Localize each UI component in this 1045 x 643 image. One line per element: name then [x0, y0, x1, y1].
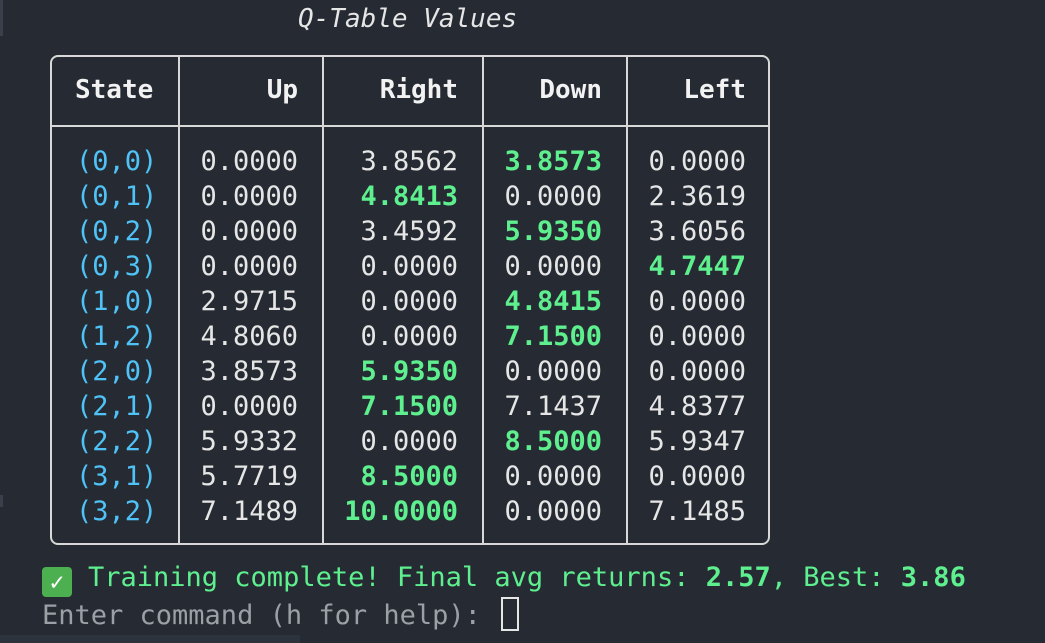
q-value-down: 5.9350 — [504, 216, 602, 247]
state-cell: (0,1) — [76, 181, 158, 212]
q-value-down: 0.0000 — [504, 181, 602, 212]
state-cell: (2,0) — [76, 356, 158, 387]
column-divider — [322, 57, 324, 543]
state-cell: (1,2) — [76, 321, 158, 352]
table-row: (2,2) 5.9332 0.0000 8.5000 5.9347 — [52, 424, 768, 459]
column-divider — [482, 57, 484, 543]
table-row: (1,0) 2.9715 0.0000 4.8415 0.0000 — [52, 284, 768, 319]
prompt-label: Enter command (h for help): — [42, 600, 498, 631]
q-value-up: 3.8573 — [200, 356, 298, 387]
table-row: (0,0) 0.0000 3.8562 3.8573 0.0000 — [52, 144, 768, 179]
q-value-left: 0.0000 — [648, 286, 746, 317]
q-value-down: 7.1500 — [504, 321, 602, 352]
q-value-down: 0.0000 — [504, 356, 602, 387]
table-row: (0,1) 0.0000 4.8413 0.0000 2.3619 — [52, 179, 768, 214]
avg-return-value: 2.57 — [705, 562, 771, 593]
q-value-left: 0.0000 — [648, 321, 746, 352]
q-value-right: 7.1500 — [360, 391, 458, 422]
q-value-down: 4.8415 — [504, 286, 602, 317]
q-value-right: 4.8413 — [360, 181, 458, 212]
q-value-left: 0.0000 — [648, 461, 746, 492]
table-row: (3,1) 5.7719 8.5000 0.0000 0.0000 — [52, 459, 768, 494]
check-mark-icon: ✓ — [42, 567, 72, 597]
column-header-up: Up — [266, 75, 298, 105]
best-return-value: 3.86 — [900, 562, 966, 593]
command-prompt[interactable]: Enter command (h for help): — [42, 597, 520, 631]
q-value-down: 7.1437 — [504, 391, 602, 422]
column-header-right: Right — [379, 75, 458, 105]
table-row: (1,2) 4.8060 0.0000 7.1500 0.0000 — [52, 319, 768, 354]
state-cell: (0,0) — [76, 146, 158, 177]
table-row: (0,3) 0.0000 0.0000 0.0000 4.7447 — [52, 249, 768, 284]
column-header-left: Left — [683, 75, 746, 105]
q-value-up: 0.0000 — [200, 391, 298, 422]
q-value-right: 0.0000 — [360, 321, 458, 352]
training-status: ✓ Training complete! Final avg returns: 2… — [42, 562, 966, 597]
q-value-right: 3.8562 — [360, 146, 458, 177]
q-value-down: 0.0000 — [504, 496, 602, 527]
state-cell: (0,3) — [76, 251, 158, 282]
q-table: State Up Right Down Left (0,0) 0.0000 3.85… — [50, 55, 770, 545]
q-value-right: 0.0000 — [360, 426, 458, 457]
q-value-right: 3.4592 — [360, 216, 458, 247]
header-divider — [52, 125, 768, 127]
q-value-left: 4.7447 — [648, 251, 746, 282]
table-title: Q-Table Values — [298, 4, 518, 34]
status-prefix: Training complete! Final avg returns: — [88, 562, 706, 593]
terminal-edge-mark — [0, 495, 3, 507]
q-value-left: 3.6056 — [648, 216, 746, 247]
q-value-right: 0.0000 — [360, 251, 458, 282]
q-value-left: 4.8377 — [648, 391, 746, 422]
q-value-up: 0.0000 — [200, 146, 298, 177]
table-row: (0,2) 0.0000 3.4592 5.9350 3.6056 — [52, 214, 768, 249]
q-value-right: 10.0000 — [344, 496, 458, 527]
status-middle: , Best: — [770, 562, 901, 593]
q-value-down: 0.0000 — [504, 251, 602, 282]
column-header-state: State — [75, 75, 154, 105]
column-header-down: Down — [539, 75, 602, 105]
state-cell: (3,1) — [76, 461, 158, 492]
q-value-left: 0.0000 — [648, 356, 746, 387]
scrolled-line-fragment — [0, 635, 300, 643]
q-value-left: 2.3619 — [648, 181, 746, 212]
q-value-left: 5.9347 — [648, 426, 746, 457]
table-row: (3,2) 7.1489 10.0000 0.0000 7.1485 — [52, 494, 768, 529]
column-divider — [178, 57, 180, 543]
q-value-down: 3.8573 — [504, 146, 602, 177]
q-value-up: 5.7719 — [200, 461, 298, 492]
q-value-up: 0.0000 — [200, 216, 298, 247]
q-value-left: 7.1485 — [648, 496, 746, 527]
q-value-right: 8.5000 — [360, 461, 458, 492]
state-cell: (2,1) — [76, 391, 158, 422]
q-value-down: 0.0000 — [504, 461, 602, 492]
state-cell: (3,2) — [76, 496, 158, 527]
q-value-up: 5.9332 — [200, 426, 298, 457]
q-value-up: 4.8060 — [200, 321, 298, 352]
q-value-right: 0.0000 — [360, 286, 458, 317]
q-value-up: 0.0000 — [200, 181, 298, 212]
state-cell: (1,0) — [76, 286, 158, 317]
q-value-left: 0.0000 — [648, 146, 746, 177]
table-body: (0,0) 0.0000 3.8562 3.8573 0.0000 (0,1) 0.0000… — [52, 144, 768, 529]
table-row: (2,0) 3.8573 5.9350 0.0000 0.0000 — [52, 354, 768, 389]
terminal-edge-mark — [0, 0, 3, 36]
state-cell: (2,2) — [76, 426, 158, 457]
table-row: (2,1) 0.0000 7.1500 7.1437 4.8377 — [52, 389, 768, 424]
q-value-up: 0.0000 — [200, 251, 298, 282]
q-value-up: 7.1489 — [200, 496, 298, 527]
state-cell: (0,2) — [76, 216, 158, 247]
text-cursor[interactable] — [501, 597, 520, 631]
q-value-right: 5.9350 — [360, 356, 458, 387]
q-value-down: 8.5000 — [504, 426, 602, 457]
column-divider — [626, 57, 628, 543]
q-value-up: 2.9715 — [200, 286, 298, 317]
